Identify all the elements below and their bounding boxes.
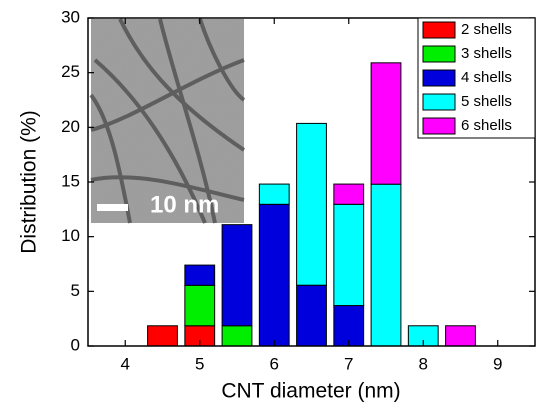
bar <box>258 203 290 347</box>
bar <box>333 203 365 307</box>
x-tick-label: 9 <box>493 354 502 373</box>
legend-label: 3 shells <box>461 45 512 62</box>
y-tick-label: 10 <box>61 226 80 245</box>
legend-label: 2 shells <box>461 21 512 38</box>
inset-label: 10 nm <box>150 191 219 218</box>
y-tick-label: 30 <box>61 7 80 26</box>
bar <box>184 284 216 327</box>
bar <box>221 224 253 327</box>
bar <box>333 305 365 347</box>
legend-swatch <box>422 69 456 87</box>
legend-swatch <box>422 93 456 111</box>
y-tick-label: 5 <box>71 281 80 300</box>
bar <box>221 325 253 347</box>
y-tick-label: 15 <box>61 171 80 190</box>
x-tick-label: 5 <box>195 354 204 373</box>
bar <box>147 325 178 347</box>
bar <box>258 183 290 205</box>
bar <box>333 183 365 205</box>
x-axis-title: CNT diameter (nm) <box>221 380 400 403</box>
bar <box>296 122 327 286</box>
y-tick-label: 25 <box>61 62 80 81</box>
legend-label: 5 shells <box>461 93 512 110</box>
inset-image: 10 nm <box>89 18 246 224</box>
x-tick-label: 6 <box>270 354 279 373</box>
bar <box>370 62 402 185</box>
legend-swatch <box>422 45 456 63</box>
bar <box>296 284 327 347</box>
x-tick-label: 7 <box>344 354 353 373</box>
y-axis-title: Distribution (%) <box>18 110 41 254</box>
bar <box>445 325 476 347</box>
bar <box>184 264 216 286</box>
legend-label: 4 shells <box>461 69 512 86</box>
legend-label: 6 shells <box>461 117 512 134</box>
y-tick-label: 0 <box>71 335 80 354</box>
legend-swatch <box>422 117 456 135</box>
legend-swatch <box>422 21 456 39</box>
y-tick-label: 20 <box>61 117 80 136</box>
x-tick-label: 8 <box>419 354 428 373</box>
x-tick-label: 4 <box>121 354 130 373</box>
bar <box>370 183 402 347</box>
